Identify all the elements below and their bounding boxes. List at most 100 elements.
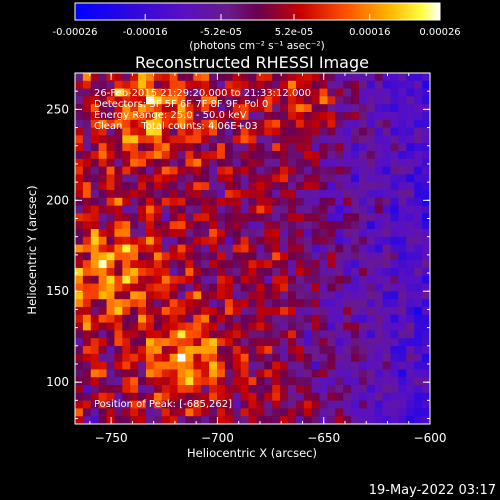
heatmap-cell	[272, 408, 281, 417]
heatmap-cell	[185, 314, 194, 323]
heatmap-cell	[122, 127, 131, 136]
heatmap-cell	[201, 166, 210, 175]
heatmap-cell	[319, 314, 328, 323]
heatmap-cell	[319, 205, 328, 214]
heatmap-cell	[82, 158, 92, 167]
heatmap-cell	[138, 385, 147, 394]
heatmap-cell	[382, 80, 391, 89]
y-tick-label: 250	[46, 102, 69, 116]
heatmap-cell	[82, 408, 92, 417]
heatmap-cell	[382, 361, 391, 370]
heatmap-cell	[280, 213, 289, 222]
heatmap-cell	[382, 151, 391, 160]
heatmap-cell	[224, 361, 234, 370]
heatmap-cell	[169, 322, 178, 331]
heatmap-cell	[264, 275, 273, 284]
heatmap-cell	[161, 135, 171, 144]
heatmap-cell	[366, 166, 376, 175]
heatmap-cell	[414, 408, 423, 417]
heatmap-cell	[232, 88, 242, 97]
heatmap-cell	[390, 80, 399, 89]
heatmap-cell	[90, 190, 100, 199]
heatmap-cell	[169, 197, 178, 206]
heatmap-cell	[359, 400, 368, 409]
heatmap-cell	[122, 213, 131, 222]
heatmap-cell	[169, 260, 178, 269]
heatmap-cell	[217, 96, 226, 105]
heatmap-cell	[311, 260, 320, 269]
heatmap-cell	[280, 236, 289, 245]
heatmap-cell	[201, 400, 210, 409]
heatmap-cell	[82, 361, 92, 370]
heatmap-cell	[335, 190, 344, 199]
heatmap-cell	[374, 416, 384, 424]
heatmap-cell	[343, 143, 352, 152]
heatmap-cell	[161, 190, 171, 199]
heatmap-cell	[248, 283, 257, 292]
heatmap-cell	[256, 408, 265, 417]
heatmap-cell	[382, 416, 391, 424]
heatmap-cell	[201, 135, 210, 144]
heatmap-cell	[201, 268, 210, 277]
heatmap-cell	[327, 385, 336, 394]
heatmap-cell	[106, 236, 115, 245]
heatmap-cell	[161, 221, 171, 230]
heatmap-cell	[82, 88, 92, 97]
heatmap-cell	[232, 213, 242, 222]
heatmap-cell	[288, 299, 297, 308]
heatmap-cell	[185, 221, 194, 230]
heatmap-cell	[146, 197, 155, 206]
heatmap-cell	[153, 416, 163, 424]
heatmap-cell	[280, 299, 289, 308]
heatmap-cell	[351, 205, 360, 214]
heatmap-cell	[366, 252, 376, 261]
heatmap-cell	[248, 174, 257, 183]
heatmap-cell	[130, 80, 139, 89]
heatmap-cell	[366, 213, 376, 222]
heatmap-cell	[82, 244, 92, 253]
heatmap-cell	[272, 307, 281, 316]
heatmap-cell	[201, 80, 210, 89]
heatmap-cell	[209, 307, 218, 316]
heatmap-cell	[193, 385, 202, 394]
heatmap-cell	[75, 307, 84, 316]
heatmap-cell	[390, 158, 399, 167]
heatmap-cell	[193, 80, 202, 89]
heatmap-cell	[201, 338, 210, 347]
heatmap-cell	[75, 392, 84, 401]
heatmap-cell	[82, 96, 92, 105]
heatmap-cell	[343, 291, 352, 300]
heatmap-cell	[374, 361, 384, 370]
heatmap-cell	[130, 88, 139, 97]
heatmap-cell	[343, 205, 352, 214]
heatmap-cell	[398, 190, 407, 199]
heatmap-cell	[122, 158, 131, 167]
heatmap-cell	[319, 213, 328, 222]
heatmap-cell	[303, 229, 313, 238]
heatmap-cell	[146, 385, 155, 394]
heatmap-cell	[201, 104, 210, 113]
heatmap-cell	[366, 236, 376, 245]
heatmap-cell	[414, 416, 423, 424]
heatmap-cell	[311, 416, 320, 424]
heatmap-cell	[374, 96, 384, 105]
heatmap-cell	[343, 127, 352, 136]
heatmap-cell	[366, 338, 376, 347]
heatmap-cell	[264, 291, 273, 300]
heatmap-cell	[75, 314, 84, 323]
heatmap-cell	[98, 213, 107, 222]
heatmap-cell	[414, 80, 423, 89]
heatmap-cell	[232, 182, 242, 191]
heatmap-cell	[146, 236, 155, 245]
heatmap-cell	[114, 330, 123, 339]
heatmap-cell	[390, 338, 399, 347]
heatmap-cell	[343, 307, 352, 316]
heatmap-cell	[146, 112, 155, 121]
heatmap-cell	[185, 392, 194, 401]
heatmap-cell	[264, 392, 273, 401]
heatmap-cell	[138, 307, 147, 316]
heatmap-cell	[232, 96, 242, 105]
heatmap-cell	[288, 260, 297, 269]
heatmap-cell	[106, 369, 115, 378]
heatmap-cell	[374, 260, 384, 269]
